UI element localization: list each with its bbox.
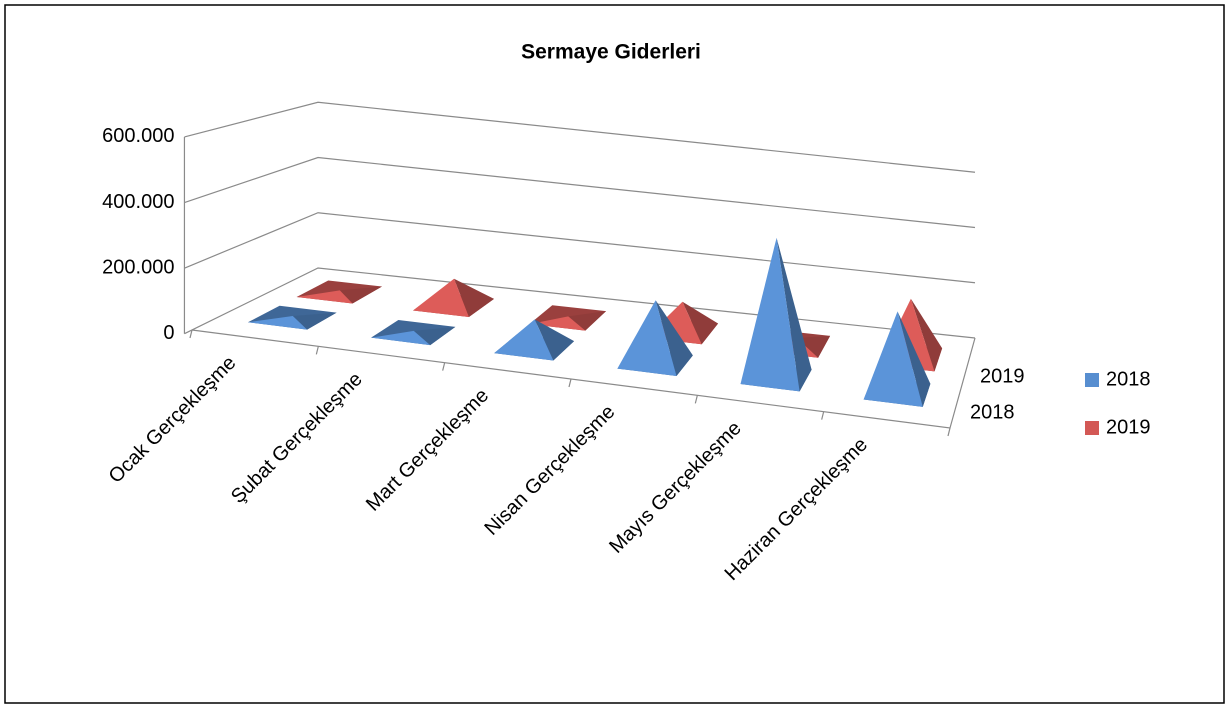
pyramid-front: [740, 237, 800, 392]
y-tick-label: 400.000: [102, 191, 174, 213]
pyramid-front: [529, 316, 586, 331]
pyramid-side: [454, 278, 495, 318]
x-tick: [315, 346, 319, 355]
chart-frame: [4, 4, 1225, 704]
pyramid-front: [494, 319, 554, 361]
depth-label: 2018: [970, 401, 1015, 423]
legend-label: 2018: [1106, 368, 1151, 390]
pyramid: [494, 319, 575, 361]
grid-line: [184, 212, 976, 284]
pyramid-front: [247, 316, 308, 330]
pyramid-side: [897, 311, 931, 407]
x-tick: [821, 411, 825, 420]
depth-label: 2019: [980, 365, 1025, 387]
y-tick-label: 600.000: [102, 125, 174, 147]
y-tick-label: 200.000: [102, 256, 174, 278]
pyramid-side: [413, 326, 456, 346]
pyramid: [740, 237, 812, 392]
y-tick-label: 0: [163, 322, 174, 344]
pyramid-front: [371, 330, 431, 346]
grid-line: [184, 101, 976, 173]
grid-line: [184, 267, 976, 339]
pyramid-side: [339, 286, 382, 304]
pyramid-side: [568, 311, 607, 331]
pyramid: [617, 300, 693, 376]
legend-swatch: [1085, 421, 1099, 435]
legend-swatch: [1085, 373, 1099, 387]
x-tick: [568, 378, 572, 388]
pyramid: [863, 311, 931, 407]
grid-line: [184, 156, 976, 229]
pyramid: [529, 305, 607, 331]
pyramid-side: [796, 335, 831, 358]
x-tick: [947, 427, 951, 437]
pyramid: [413, 278, 495, 318]
pyramid-side: [292, 312, 337, 330]
pyramid-side: [776, 237, 812, 392]
pyramid-front: [413, 278, 469, 318]
pyramid: [247, 305, 337, 330]
x-tick: [442, 362, 446, 371]
pyramid-front: [296, 290, 353, 304]
chart-title: Sermaye Giderleri: [521, 41, 701, 64]
pyramid-front: [617, 300, 677, 376]
pyramid-side: [910, 298, 943, 372]
pyramid-front: [863, 311, 923, 407]
pyramid: [296, 280, 382, 304]
pyramid-side: [682, 301, 719, 345]
pyramid: [371, 320, 456, 346]
pyramid-side: [534, 319, 575, 361]
x-tick: [694, 395, 698, 404]
pyramid-side: [655, 300, 693, 376]
x-tick: [189, 329, 193, 339]
legend-label: 2019: [1106, 416, 1151, 438]
